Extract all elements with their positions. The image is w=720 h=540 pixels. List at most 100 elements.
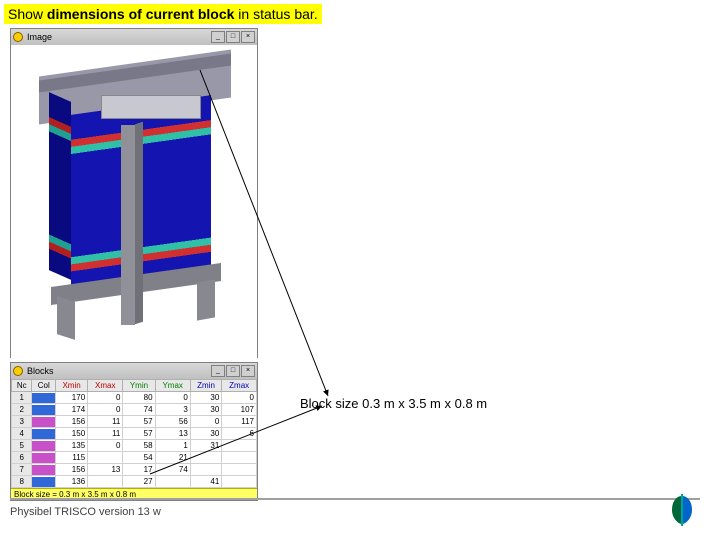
cell-color (32, 404, 56, 416)
table-row[interactable]: 81362741 (12, 476, 257, 488)
block-foot-left (57, 296, 75, 340)
cell-ymax (155, 476, 190, 488)
cell-zmin: 30 (190, 428, 222, 440)
title-prefix: Show (8, 6, 47, 22)
cell-ymax: 1 (155, 440, 190, 452)
cell-color (32, 440, 56, 452)
cell-color (32, 428, 56, 440)
cell-xmax: 11 (88, 416, 123, 428)
blocks-window-titlebar[interactable]: Blocks _ □ × (11, 363, 257, 379)
cell-zmax: 107 (222, 404, 257, 416)
cell-xmax (88, 452, 123, 464)
minimize-button[interactable]: _ (211, 31, 225, 43)
window-controls: _ □ × (211, 365, 255, 377)
cell-ymax: 56 (155, 416, 190, 428)
minimize-button[interactable]: _ (211, 365, 225, 377)
cell-zmin (190, 464, 222, 476)
cell-xmax: 13 (88, 464, 123, 476)
cell-ymax: 21 (155, 452, 190, 464)
cell-ymax: 13 (155, 428, 190, 440)
table-row[interactable]: 3 1561157560117 (12, 416, 257, 428)
cell-ymin: 74 (123, 404, 155, 416)
cell-xmin: 174 (56, 404, 88, 416)
callout-label: Block size 0.3 m x 3.5 m x 0.8 m (300, 396, 487, 411)
cell-xmin: 170 (56, 392, 88, 404)
cell-color (32, 452, 56, 464)
cell-ymin: 80 (123, 392, 155, 404)
col-ymin[interactable]: Ymin (123, 380, 155, 392)
cell-zmin: 30 (190, 392, 222, 404)
cell-zmax: 6 (222, 428, 257, 440)
blocks-table[interactable]: Nc Col Xmin Xmax Ymin Ymax Zmin Zmax 117… (11, 379, 257, 488)
col-nc[interactable]: Nc (12, 380, 32, 392)
cell-color (32, 392, 56, 404)
cell-color (32, 476, 56, 488)
close-button[interactable]: × (241, 365, 255, 377)
cell-zmin: 0 (190, 416, 222, 428)
cell-xmax (88, 476, 123, 488)
cell-zmax: 117 (222, 416, 257, 428)
block-pillar-side (135, 122, 143, 325)
image-window: Image _ □ × (10, 28, 258, 358)
col-xmax[interactable]: Xmax (88, 380, 123, 392)
maximize-button[interactable]: □ (226, 31, 240, 43)
cell-xmin: 136 (56, 476, 88, 488)
blocks-window: Blocks _ □ × Nc Col Xmin Xmax Ymin Ymax … (10, 362, 258, 501)
col-ymax[interactable]: Ymax (155, 380, 190, 392)
cell-nc: 2 (12, 404, 32, 416)
cell-ymin: 57 (123, 428, 155, 440)
cell-xmax: 0 (88, 440, 123, 452)
window-controls: _ □ × (211, 31, 255, 43)
block-pillar-front (121, 125, 135, 325)
cell-ymin: 58 (123, 440, 155, 452)
cell-zmax (222, 464, 257, 476)
cell-color (32, 416, 56, 428)
cell-ymin: 17 (123, 464, 155, 476)
table-row[interactable]: 11700800300 (12, 392, 257, 404)
cell-ymin: 27 (123, 476, 155, 488)
block-wall-left (49, 92, 71, 280)
cell-zmin (190, 452, 222, 464)
cell-ymax: 74 (155, 464, 190, 476)
cell-ymin: 54 (123, 452, 155, 464)
cell-xmax: 11 (88, 428, 123, 440)
maximize-button[interactable]: □ (226, 365, 240, 377)
cell-ymin: 57 (123, 416, 155, 428)
col-zmax[interactable]: Zmax (222, 380, 257, 392)
cell-nc: 8 (12, 476, 32, 488)
cell-zmax: 0 (222, 392, 257, 404)
col-col[interactable]: Col (32, 380, 56, 392)
cell-zmin: 31 (190, 440, 222, 452)
table-row[interactable]: 5135058131 (12, 440, 257, 452)
cell-nc: 3 (12, 416, 32, 428)
cell-nc: 7 (12, 464, 32, 476)
cell-nc: 6 (12, 452, 32, 464)
table-row[interactable]: 6 115 5421 (12, 452, 257, 464)
table-row[interactable]: 2174074330107 (12, 404, 257, 416)
cell-xmax: 0 (88, 404, 123, 416)
image-window-titlebar[interactable]: Image _ □ × (11, 29, 257, 45)
cell-color (32, 464, 56, 476)
table-header-row: Nc Col Xmin Xmax Ymin Ymax Zmin Zmax (12, 380, 257, 392)
blocks-window-title: Blocks (27, 366, 54, 376)
table-row[interactable]: 7156131774 (12, 464, 257, 476)
window-icon (13, 366, 23, 376)
page-title: Show dimensions of current block in stat… (4, 4, 322, 24)
cell-nc: 5 (12, 440, 32, 452)
cell-xmin: 156 (56, 416, 88, 428)
model-viewport[interactable] (11, 45, 257, 359)
block-beam (101, 95, 201, 119)
table-row[interactable]: 4150115713306 (12, 428, 257, 440)
title-bold: dimensions of current block (47, 6, 234, 22)
footer-divider (10, 498, 700, 500)
cell-xmax: 0 (88, 392, 123, 404)
title-suffix: in status bar. (234, 6, 317, 22)
cell-nc: 1 (12, 392, 32, 404)
col-xmin[interactable]: Xmin (56, 380, 88, 392)
cell-zmax (222, 452, 257, 464)
cell-xmin: 115 (56, 452, 88, 464)
col-zmin[interactable]: Zmin (190, 380, 222, 392)
cell-xmin: 150 (56, 428, 88, 440)
cell-zmax (222, 440, 257, 452)
close-button[interactable]: × (241, 31, 255, 43)
